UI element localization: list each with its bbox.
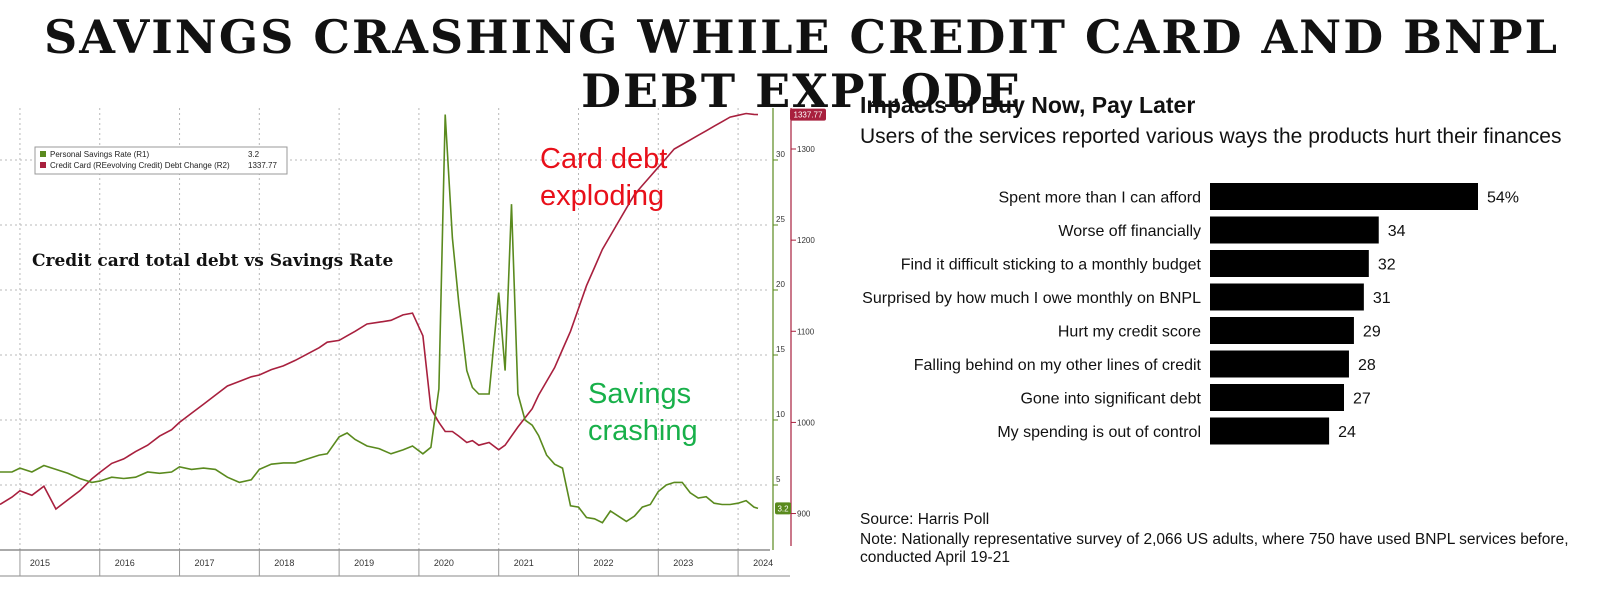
x-tick-label: 2017 — [195, 558, 215, 568]
bar-category-label: My spending is out of control — [997, 424, 1201, 441]
bar — [1210, 417, 1330, 445]
r2-tick-label: 1100 — [797, 327, 815, 336]
legend-value: 1337.77 — [248, 161, 277, 170]
savings-vs-debt-chart: 2015 2016 2017 2018 2019 2020 2021 2022 2023 2024… — [0, 108, 826, 577]
x-tick-label: 2020 — [434, 558, 454, 568]
bar — [1210, 250, 1369, 277]
debt-last-value-tag: 1337.77 — [790, 108, 826, 121]
x-tick-label: 2016 — [115, 558, 135, 568]
bar — [1210, 183, 1478, 210]
bnpl-source: Source: Harris Poll — [860, 511, 990, 528]
savings-series-line — [0, 114, 759, 524]
bar-category-label: Find it difficult sticking to a monthly … — [901, 257, 1202, 274]
bar-category-label: Worse off financially — [1058, 223, 1201, 240]
legend-swatch — [40, 162, 46, 168]
x-tick-label: 2019 — [354, 558, 374, 568]
left-chart-subtitle: Credit card total debt vs Savings Rate — [32, 251, 393, 271]
debt-tag-box — [790, 108, 826, 121]
r1-tick-label: 25 — [776, 215, 785, 224]
legend-swatch — [40, 151, 46, 157]
bnpl-title: Impacts of Buy Now, Pay Later — [860, 92, 1196, 118]
bar-category-label: Gone into significant debt — [1020, 391, 1201, 408]
bar-value-label: 29 — [1363, 324, 1381, 341]
bar-value-label: 54% — [1487, 190, 1519, 207]
bnpl-subtitle: Users of the services reported various w… — [860, 125, 1562, 148]
bar-category-label: Hurt my credit score — [1058, 324, 1201, 341]
bar-category-label: Surprised by how much I owe monthly on B… — [862, 290, 1201, 307]
r1-tick-label: 20 — [776, 280, 785, 289]
legend-label: Personal Savings Rate (R1) — [50, 150, 149, 159]
legend-label: Credit Card (REevolving Credit) Debt Cha… — [50, 161, 230, 170]
bar-value-label: 31 — [1373, 290, 1391, 307]
bar — [1210, 350, 1349, 378]
x-tick-label: 2023 — [673, 558, 693, 568]
r2-tick-label: 1200 — [797, 236, 815, 245]
bnpl-bar-chart: Spent more than I can afford 54% Worse off… — [862, 183, 1519, 445]
bar-value-label: 24 — [1338, 424, 1356, 441]
bar-category-label: Spent more than I can afford — [999, 190, 1202, 207]
legend-box — [34, 146, 288, 175]
savings-last-value-tag: 3.2 — [775, 502, 791, 515]
debt-annotation-line: exploding — [540, 180, 664, 212]
r2-tick-label: 1000 — [797, 418, 815, 427]
savings-annotation-line: Savings — [588, 378, 691, 410]
r2-tick-label: 1300 — [797, 145, 815, 154]
x-tick-label: 2018 — [274, 558, 294, 568]
r1-tick-label: 15 — [776, 345, 785, 354]
bar — [1210, 283, 1364, 311]
bnpl-panel: Impacts of Buy Now, Pay Later Users of t… — [860, 90, 1600, 595]
r1-tick-label: 10 — [776, 410, 785, 419]
bar — [1210, 216, 1379, 244]
x-tick-label: 2021 — [514, 558, 534, 568]
headline: Savings Crashing While Credit Card and B… — [44, 10, 1559, 118]
bar-category-label: Falling behind on my other lines of cred… — [914, 357, 1202, 374]
x-tick-label: 2022 — [593, 558, 613, 568]
r1-tick-label: 5 — [776, 475, 781, 484]
chart-legend: Personal Savings Rate (R1) 3.2 Credit Card… — [34, 146, 288, 175]
legend-value: 3.2 — [248, 150, 260, 159]
r1-tick-label: 30 — [776, 150, 785, 159]
debt-annotation-line: Card debt — [540, 143, 667, 175]
bar-value-label: 34 — [1388, 223, 1406, 240]
bar-value-label: 28 — [1358, 357, 1376, 374]
bnpl-note: Note: Nationally representative survey o… — [860, 531, 1569, 566]
bar — [1210, 384, 1344, 411]
bar-value-label: 27 — [1353, 391, 1371, 408]
savings-tag-text: 3.2 — [777, 504, 789, 513]
r2-tick-label: 900 — [797, 510, 811, 519]
savings-annotation-line: crashing — [588, 415, 698, 447]
bar — [1210, 317, 1354, 344]
x-tick-label: 2024 — [753, 558, 773, 568]
debt-series-line — [0, 112, 759, 511]
bar-value-label: 32 — [1378, 257, 1396, 274]
x-tick-label: 2015 — [30, 558, 50, 568]
savings-tag-box — [775, 502, 791, 515]
debt-tag-text: 1337.77 — [794, 111, 823, 120]
